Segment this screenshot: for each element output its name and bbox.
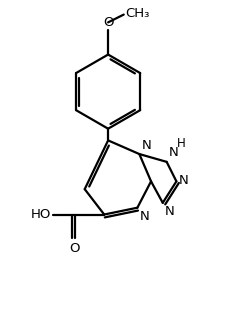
- Text: N: N: [164, 205, 174, 218]
- Text: HO: HO: [31, 208, 51, 221]
- Text: N: N: [168, 146, 178, 159]
- Text: N: N: [178, 174, 187, 187]
- Text: H: H: [176, 137, 184, 150]
- Text: O: O: [69, 242, 80, 255]
- Text: CH₃: CH₃: [125, 7, 149, 20]
- Text: O: O: [102, 16, 113, 29]
- Text: N: N: [139, 210, 148, 223]
- Text: N: N: [141, 139, 150, 152]
